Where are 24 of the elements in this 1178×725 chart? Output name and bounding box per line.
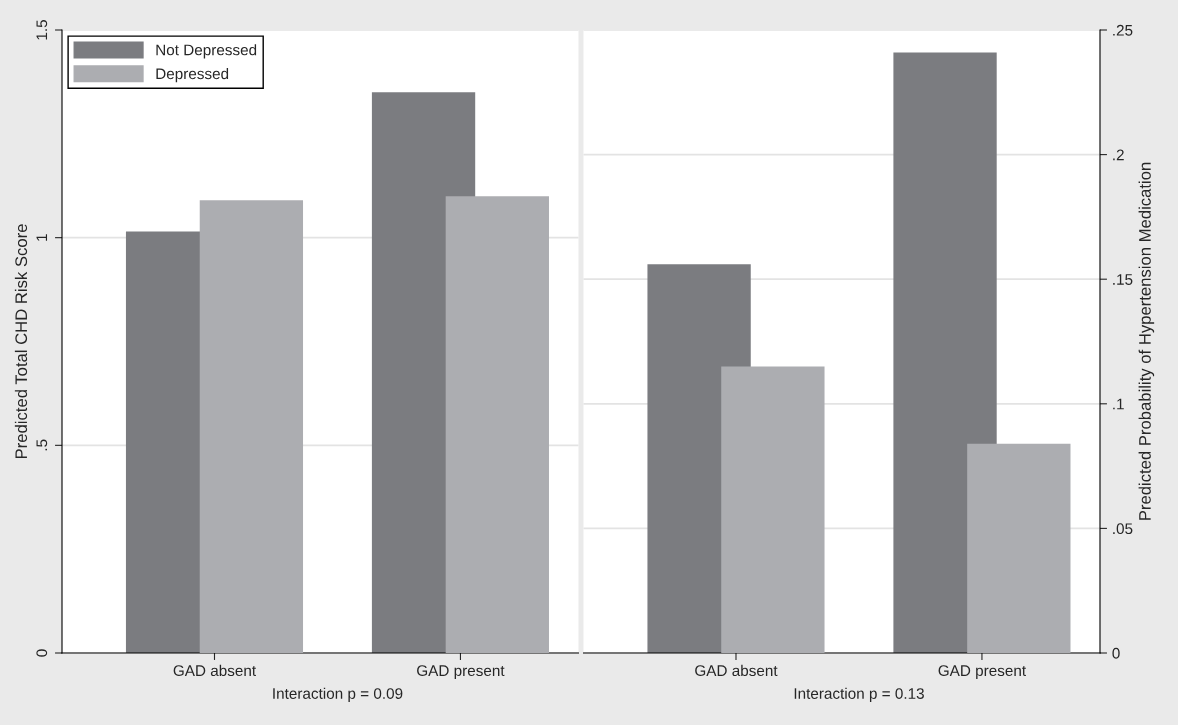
x-tick-label: GAD present: [938, 665, 1026, 680]
x-tick-label: GAD absent: [695, 664, 778, 677]
y-tick-label: .5: [36, 439, 48, 451]
text: Interaction p = 0.13: [794, 687, 924, 702]
y-tick-label: .1: [1113, 398, 1124, 410]
y-tick-label: .15: [1113, 274, 1133, 285]
bar: [721, 366, 825, 653]
y-axis-title: Predicted Probability of Hypertension Medication: [1138, 162, 1155, 520]
bar: [967, 443, 1071, 653]
y-tick-label: 0: [1112, 647, 1120, 659]
bar: [199, 200, 304, 653]
y-tick-label: 1: [36, 234, 48, 241]
y-axis-title: Predicted Total CHD Risk Score: [14, 224, 28, 459]
y-tick-label: .2: [1113, 149, 1124, 161]
bar: [445, 196, 549, 653]
text: Interaction p = 0.09: [273, 687, 403, 702]
y-tick-label: .25: [1113, 24, 1133, 36]
y-tick-label: 1.5: [36, 20, 48, 40]
y-tick-label: 0: [36, 649, 48, 657]
x-tick-label: GAD absent: [173, 664, 256, 677]
legend-label: Depressed: [156, 67, 229, 83]
legend-label: Not Depressed: [156, 44, 257, 59]
y-tick-label: .05: [1113, 523, 1133, 535]
x-tick-label: GAD present: [417, 665, 505, 680]
